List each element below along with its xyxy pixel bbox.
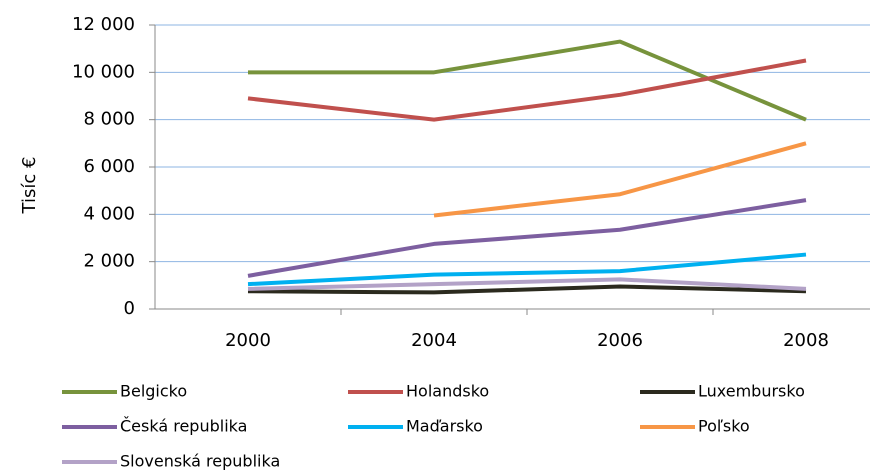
- y-tick-label: 2 000: [83, 251, 135, 272]
- legend-label: Holandsko: [406, 382, 489, 401]
- legend-label: Maďarsko: [406, 417, 483, 436]
- series-line: [247, 277, 807, 291]
- y-tick-label: 0: [124, 298, 135, 319]
- x-tick-label: 2008: [783, 330, 829, 351]
- series-line: [247, 284, 807, 295]
- legend-label: Slovenská republika: [120, 452, 280, 470]
- y-tick-label: 12 000: [72, 14, 135, 35]
- x-tick-label: 2000: [225, 330, 271, 351]
- legend-label: Česká republika: [120, 417, 247, 436]
- x-tick-label: 2006: [597, 330, 643, 351]
- y-tick-label: 8 000: [83, 109, 135, 130]
- legend-label: Luxembursko: [698, 382, 805, 401]
- y-axis-label: Tisíc €: [19, 157, 40, 215]
- legend-label: Poľsko: [698, 417, 750, 436]
- series-line: [248, 39, 807, 122]
- y-tick-label: 10 000: [72, 61, 135, 82]
- series-line: [247, 58, 807, 122]
- x-tick-label: 2004: [411, 330, 457, 351]
- y-tick-label: 4 000: [83, 203, 135, 224]
- series-line: [433, 141, 807, 218]
- y-tick-label: 6 000: [83, 156, 135, 177]
- series-line: [247, 252, 807, 287]
- legend-label: Belgicko: [120, 382, 187, 401]
- series-line: [247, 198, 807, 278]
